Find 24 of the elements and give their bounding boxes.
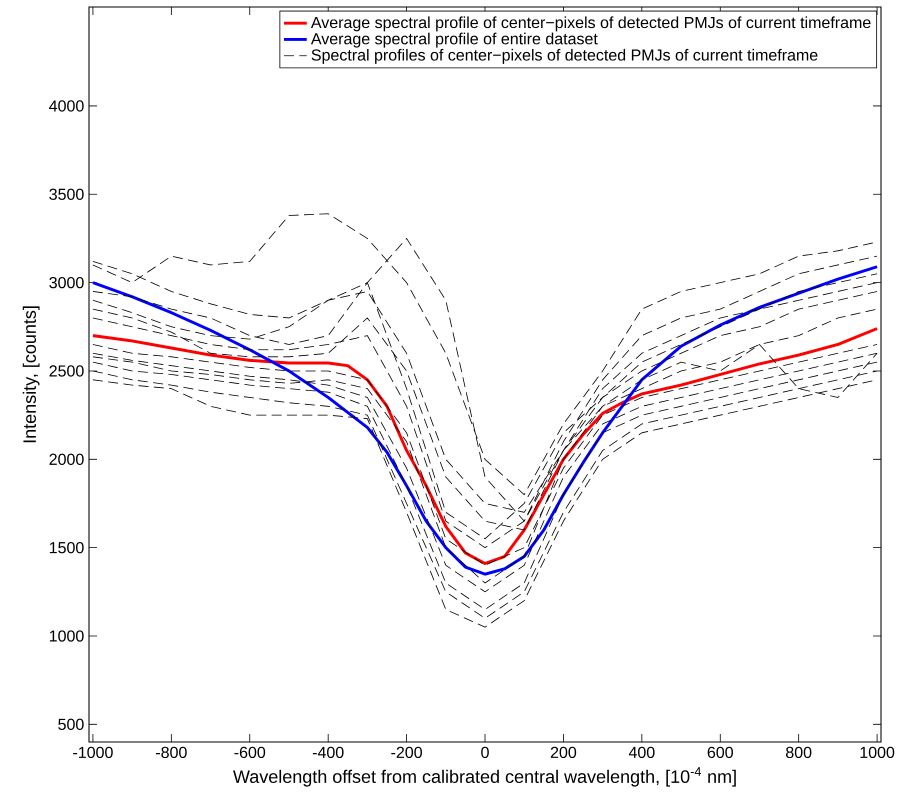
x-tick-label: 1000 (860, 746, 894, 758)
x-tick-label: -400 (312, 746, 344, 758)
y-tick-label: 1000 (50, 630, 84, 642)
y-axis-title: Intensity, [counts] (22, 306, 40, 442)
y-tick-label: 4000 (49, 100, 84, 112)
x-tick-label: 600 (708, 746, 733, 758)
y-tick-label: 2500 (49, 365, 84, 377)
x-tick-label: 400 (628, 746, 655, 758)
x-tick-label: -200 (391, 746, 422, 758)
x-tick-label: 800 (786, 746, 812, 758)
x-tick-label: -1000 (73, 746, 113, 758)
x-tick-label: -800 (156, 746, 187, 758)
y-tick-label: 3000 (49, 276, 84, 288)
y-tick-label: 1500 (50, 542, 84, 554)
legend-label: Spectral profiles of center−pixels of detected PMJs of current timeframe (312, 48, 818, 64)
legend-label: Average spectral profile of center−pixels of detected PMJs of current timeframe (310, 16, 871, 32)
legend-label: Average spectral profile of entire dataset (310, 32, 598, 48)
y-tick-label: 500 (58, 718, 84, 730)
x-tick-label: 200 (550, 746, 576, 758)
y-tick-label: 3500 (49, 188, 84, 200)
x-tick-label: 0 (481, 746, 489, 758)
y-tick-label: 2000 (49, 454, 84, 465)
x-axis-title: Wavelength offset from calibrated central wavelength, [10$^{-4}$ nm] (233, 767, 736, 787)
x-tick-label: -600 (234, 746, 266, 758)
